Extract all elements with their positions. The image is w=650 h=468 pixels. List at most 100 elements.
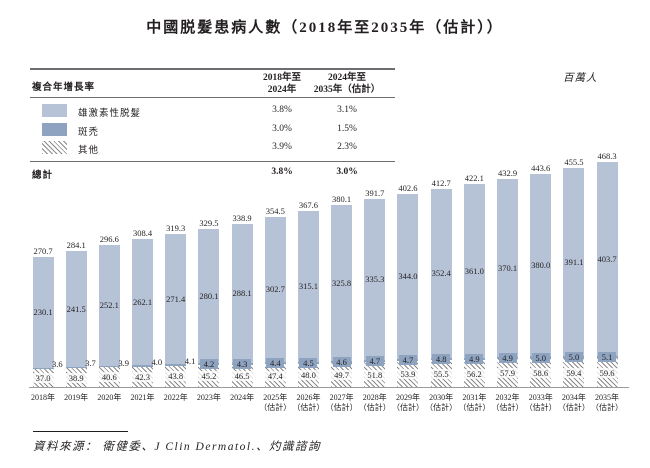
cagr-col1-line2: 2024年 [267, 84, 297, 95]
bar-total-label: 367.6 [298, 199, 318, 210]
bar-segment-androgenetic [397, 193, 419, 359]
bar-value-androgenetic: 280.1 [199, 291, 219, 302]
x-axis-year: 2033年 [528, 393, 553, 402]
bar-value-alopecia-areata: 3.6 [52, 359, 63, 370]
x-axis-label: 2035年 （估計） [585, 393, 629, 413]
other-swatch [42, 141, 67, 154]
x-axis-label: 2032年 （估計） [486, 393, 530, 413]
bar-total-label: 412.7 [431, 177, 451, 188]
x-axis-year: 2027年 [329, 393, 354, 402]
bar-total-label: 284.1 [66, 239, 86, 250]
bar-value-other: 43.8 [165, 371, 187, 382]
x-axis-year: 2023年 [196, 393, 221, 402]
bar-total-label: 319.3 [166, 222, 186, 233]
bar-total-label: 468.3 [597, 151, 617, 162]
bar-value-androgenetic: 315.1 [298, 281, 318, 292]
table-header-rule [30, 97, 395, 98]
cagr-value: 3.8% [272, 105, 292, 115]
bar-2021年 [132, 238, 154, 387]
bar-total-label: 296.6 [99, 233, 119, 244]
bar-total-label: 338.9 [232, 213, 252, 224]
x-axis-estimate-note: （估計） [325, 403, 358, 412]
bar-value-androgenetic: 271.4 [166, 293, 186, 304]
bar-segment-alopecia-areata [165, 364, 187, 366]
bar-segment-androgenetic [132, 238, 154, 365]
total-cagr-col1: 3.8% [271, 167, 293, 177]
x-axis-year: 2030年 [429, 393, 454, 402]
cagr-col2-line1: 2024年至 [327, 73, 366, 83]
bar-total-label: 432.9 [497, 168, 518, 179]
x-axis-label: 2029年 （估計） [386, 393, 430, 413]
bar-value-alopecia-areata: 4.3 [233, 358, 252, 369]
bar-value-alopecia-areata: 3.7 [85, 358, 96, 369]
x-axis-estimate-note: （估計） [425, 403, 458, 412]
x-axis-year: 2021年 [130, 393, 155, 402]
bar-value-alopecia-areata: 4.2 [199, 359, 218, 370]
bar-value-other: 49.7 [331, 370, 353, 381]
bar-value-alopecia-areata: 4.9 [498, 353, 517, 364]
total-cagr-col2: 3.0% [336, 167, 358, 177]
bar-value-other: 58.6 [530, 367, 552, 378]
bar-value-other: 42.3 [132, 371, 154, 382]
x-axis-year: 2028年 [362, 393, 387, 402]
alopecia-areata-swatch [42, 122, 67, 136]
x-axis-estimate-note: （估計） [524, 403, 557, 412]
bar-value-other: 53.9 [397, 369, 419, 380]
bar-total-label: 380.1 [332, 193, 352, 204]
x-axis-year: 2031年 [462, 393, 487, 402]
x-axis-year: 2018年 [31, 393, 55, 402]
bar-total-label: 391.7 [365, 187, 385, 198]
unit-label: 百萬人 [563, 73, 598, 84]
bar-segment-alopecia-areata [98, 365, 120, 368]
bar-total-label: 455.5 [564, 157, 584, 168]
bar-segment-androgenetic [198, 228, 220, 364]
bar-value-androgenetic: 403.7 [597, 254, 617, 265]
x-axis-label: 2025年 （估計） [253, 393, 297, 413]
x-axis-label: 2027年 （估計） [320, 393, 364, 413]
bar-value-alopecia-areata: 4.9 [465, 353, 484, 364]
bar-value-androgenetic: 252.1 [99, 300, 119, 311]
cagr-header-label: 複合年增長率 [32, 83, 96, 93]
bar-segment-androgenetic [497, 179, 519, 357]
bar-total-label: 329.5 [199, 217, 219, 228]
x-axis-label: 2023年 [187, 393, 231, 403]
bar-value-androgenetic: 391.1 [564, 257, 584, 268]
bar-value-alopecia-areata: 4.0 [151, 356, 163, 367]
bar-value-androgenetic: 361.0 [464, 266, 484, 277]
x-axis-label: 2021年 [121, 393, 165, 403]
x-axis-estimate-note: （估計） [358, 403, 391, 412]
bar-value-androgenetic: 262.1 [132, 296, 153, 307]
table-total-rule [30, 161, 395, 162]
x-axis-estimate-note: （估計） [491, 403, 524, 412]
bar-total-label: 308.4 [132, 227, 153, 238]
page-title: 中國脱髮患病人數（2018年至2035年（估計）） [146, 20, 504, 36]
bar-2020年 [98, 244, 120, 387]
x-axis-label: 2034年 （估計） [552, 393, 596, 413]
bar-value-androgenetic: 288.1 [232, 288, 252, 299]
legend-label-androgenetic: 雄激素性脱髮 [78, 109, 142, 119]
androgenetic-swatch [42, 104, 67, 117]
bar-value-other: 37.0 [32, 373, 54, 384]
bar-value-alopecia-areata: 5.0 [531, 352, 550, 363]
bar-segment-androgenetic [430, 188, 452, 359]
x-axis-label: 2018年 [21, 393, 65, 403]
bar-segment-androgenetic [563, 168, 585, 357]
bar-value-other: 47.4 [264, 370, 286, 381]
x-axis-estimate-note: （估計） [292, 403, 325, 412]
bar-segment-androgenetic [165, 233, 187, 364]
bar-value-alopecia-areata: 4.1 [184, 355, 196, 366]
x-axis-year: 2029年 [395, 393, 420, 402]
bar-value-other: 55.5 [430, 368, 452, 379]
x-axis-estimate-note: （估計） [458, 403, 491, 412]
x-axis-label: 2033年 （估計） [519, 393, 563, 413]
x-axis-year: 2019年 [64, 393, 89, 402]
bar-value-other: 57.9 [497, 368, 519, 379]
cagr-col1-header: 2018年至 2024年 [237, 73, 327, 96]
bar-value-other: 46.5 [231, 370, 253, 381]
bar-total-label: 443.6 [531, 163, 551, 174]
x-axis-year: 2020年 [97, 393, 122, 402]
bar-2018年 [32, 257, 54, 387]
x-axis-year: 2025年 [263, 393, 288, 402]
x-axis-label: 2022年 [154, 393, 198, 403]
